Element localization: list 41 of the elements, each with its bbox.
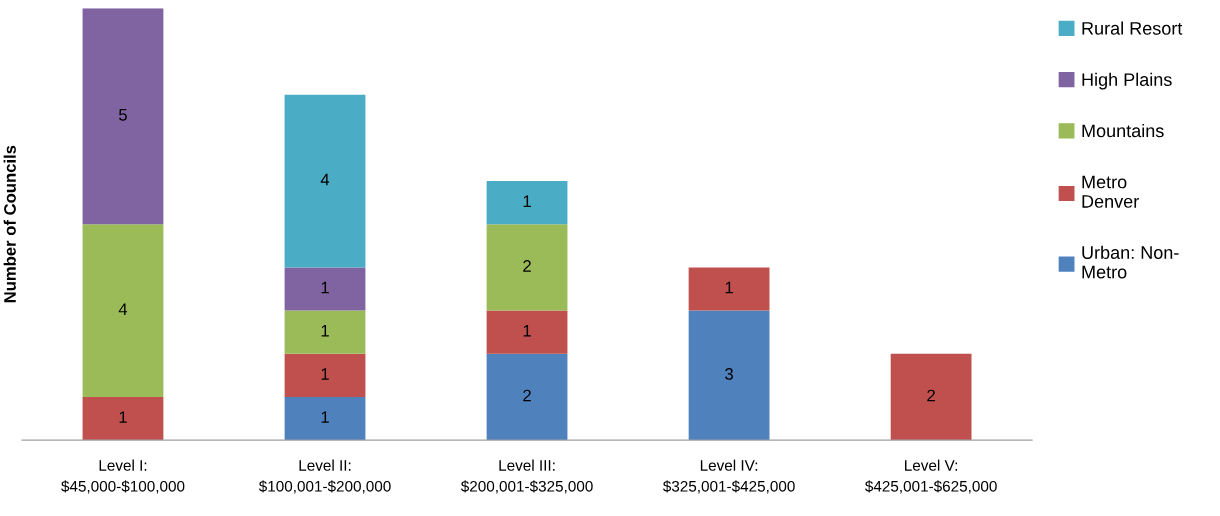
legend-label: High Plains [1082, 72, 1172, 90]
data-label: 1 [523, 195, 531, 207]
bar [688, 267, 770, 311]
x-tick-label: Level III: $200,001-$325,000 [460, 459, 593, 494]
data-label: 1 [321, 368, 329, 380]
data-label: 4 [118, 303, 128, 315]
bar [284, 353, 366, 397]
x-tick-label: Level IV: $325,001-$425,000 [662, 459, 795, 494]
bar [284, 267, 366, 311]
bar [486, 181, 568, 225]
bar [82, 8, 164, 225]
bar [82, 224, 164, 397]
legend-label: Rural Resort [1082, 21, 1183, 35]
bar [688, 310, 770, 441]
x-tick-label: Level I: $45,000-$100,000 [61, 459, 185, 494]
bar [284, 94, 366, 268]
y-axis-title: Number of Councils [3, 145, 16, 303]
data-label: 4 [320, 173, 330, 186]
bar [486, 224, 568, 311]
data-label: 5 [119, 109, 127, 121]
data-label: 1 [119, 411, 127, 423]
data-label: 2 [523, 389, 531, 402]
bar [486, 310, 568, 354]
data-label: 1 [321, 281, 329, 294]
bar [284, 396, 366, 441]
bar [486, 353, 568, 441]
data-label: 1 [321, 325, 329, 337]
data-label: 1 [523, 325, 531, 337]
data-label: 2 [523, 260, 531, 272]
legend-label: Urban: Non- Metro [1082, 245, 1179, 279]
data-label: 2 [927, 389, 935, 402]
legend-label: Mountains [1082, 123, 1164, 138]
data-label: 1 [725, 281, 733, 294]
legend-label: Metro Denver [1082, 175, 1139, 208]
bar [890, 353, 972, 441]
bar [82, 396, 164, 441]
data-label: 3 [725, 368, 733, 380]
data-label: 1 [321, 411, 329, 423]
x-tick-label: Level V: $425,001-$625,000 [865, 459, 997, 494]
x-tick-label: Level II: $100,001-$200,000 [258, 459, 391, 494]
bar [284, 310, 366, 354]
